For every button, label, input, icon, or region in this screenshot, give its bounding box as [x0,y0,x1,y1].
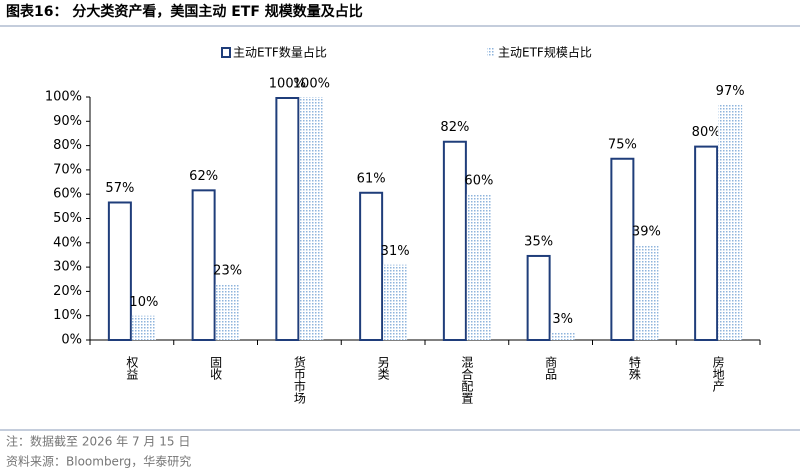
value-label: 60% [464,174,493,189]
bar [131,315,156,340]
bar [466,194,491,340]
bar [359,191,384,341]
bar [191,189,216,341]
y-tick-label: 70% [53,162,82,177]
note: 注：数据截至 2026 年 7 月 15 日 [6,434,190,449]
x-tick-label: 商品 [544,355,558,380]
bar [526,254,551,341]
value-label: 82% [440,120,469,135]
bar [383,264,408,340]
bar [107,201,132,341]
y-tick-label: 50% [53,211,82,226]
value-label: 10% [129,295,158,310]
x-tick-label: 房地产 [711,355,725,393]
value-label: 100% [293,77,330,92]
bar [215,284,240,340]
x-tick-label: 混合配置 [460,356,474,404]
bar [694,145,719,341]
x-tick-label: 特殊 [627,355,641,381]
y-tick-label: 0% [61,333,82,348]
chart-title: 图表16： 分大类资产看，美国主动 ETF 规模数量及占比 [6,3,363,20]
y-tick-label: 10% [53,308,82,323]
bar [550,332,575,340]
value-label: 80% [692,125,721,140]
value-label: 31% [381,244,410,259]
source: 资料来源：Bloomberg，华泰研究 [6,454,191,469]
bar [442,140,467,341]
value-label: 35% [524,234,553,249]
value-label: 57% [105,181,134,196]
y-tick-label: 30% [53,260,82,275]
bar [275,97,300,341]
value-label: 39% [632,225,661,240]
y-tick-label: 100% [45,90,82,105]
legend-swatch [487,48,495,57]
y-tick-label: 40% [53,235,82,250]
bar [610,157,635,341]
x-tick-label: 另类 [376,356,390,381]
value-label: 23% [213,264,242,279]
legend-label: 主动ETF数量占比 [233,45,327,60]
x-tick-label: 固收 [209,356,223,381]
y-tick-label: 60% [53,187,82,202]
bar [718,104,743,340]
y-tick-label: 80% [53,138,82,153]
y-tick-label: 90% [53,114,82,129]
bar [299,97,324,340]
value-label: 97% [716,84,745,99]
y-tick-label: 20% [53,284,82,299]
value-label: 62% [189,169,218,184]
value-label: 3% [552,312,573,327]
x-tick-label: 货币市场 [292,355,306,404]
legend-label: 主动ETF规模占比 [498,45,592,60]
value-label: 75% [608,137,637,152]
legend-swatch [221,47,231,58]
value-label: 100% [269,77,306,92]
value-label: 61% [357,171,386,186]
x-tick-label: 权益 [125,356,139,380]
bar [634,245,659,340]
